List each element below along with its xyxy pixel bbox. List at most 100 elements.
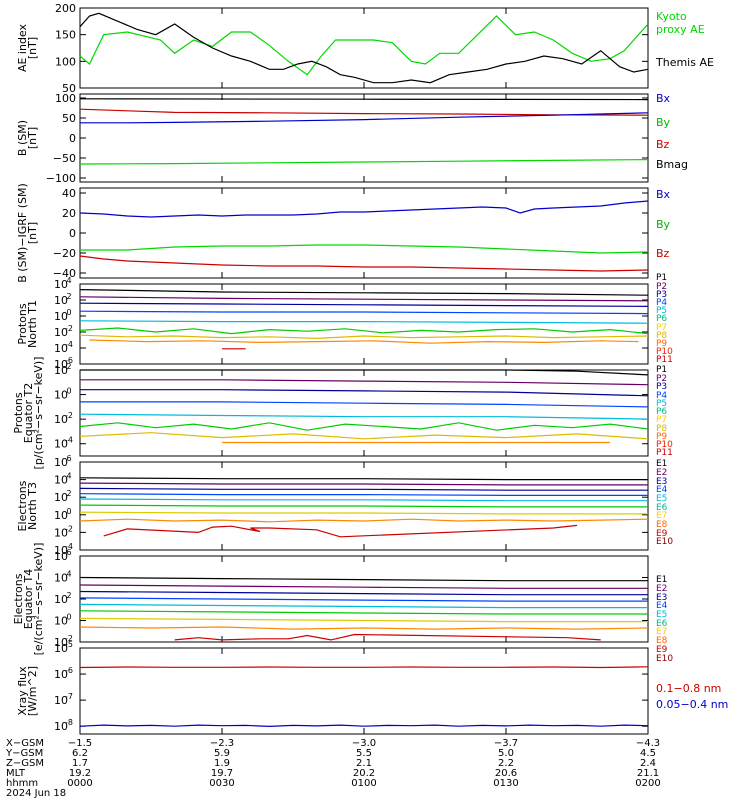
series-line-2 <box>80 244 649 254</box>
panel-3: 40 20 0 −20 −40 B (SM)−IGRF (SM)[nT] Bx By Bz <box>16 183 671 283</box>
legend-label: P2 <box>656 282 667 292</box>
ephemeris-label: MLT <box>6 768 26 779</box>
legend-label: E2 <box>656 468 667 478</box>
panel-frame <box>79 7 649 89</box>
y-tick-label: 10 <box>54 668 68 681</box>
series-line-2 <box>80 379 649 386</box>
panel-frame <box>79 283 649 365</box>
series-line-9 <box>103 524 578 538</box>
y-tick-exponent: 0 <box>66 387 71 396</box>
y-tick-exponent: -2 <box>65 524 73 533</box>
legend-label: P10 <box>656 347 673 357</box>
series-line-8 <box>89 339 639 344</box>
y-tick-exponent: 0 <box>66 507 71 516</box>
legend-label: P2 <box>656 374 667 384</box>
y-tick-label: 10 <box>54 593 68 606</box>
ephemeris-label: X−GSM <box>6 738 44 749</box>
y-tick-label: 20 <box>62 207 76 220</box>
series-line-5 <box>79 413 649 420</box>
series-line-1 <box>79 477 648 481</box>
y-tick-exponent: 2 <box>66 591 71 600</box>
ephemeris-value: 5.9 <box>214 748 230 759</box>
legend-label: P6 <box>656 407 667 417</box>
legend-label: P3 <box>656 290 667 300</box>
y-tick-exponent: 0 <box>66 308 71 317</box>
legend-label: E3 <box>656 477 667 487</box>
y-tick-label: −40 <box>53 267 76 280</box>
legend-label: P1 <box>656 273 667 283</box>
legend-label: Themis AE <box>655 56 714 69</box>
ephemeris-value: 0130 <box>493 778 518 789</box>
series-line-5 <box>79 603 648 609</box>
y-axis-label: Xray flux <box>16 666 29 716</box>
legend-label: Kyoto <box>656 10 687 23</box>
legend-label: E4 <box>656 485 668 495</box>
series-line-3 <box>79 302 649 307</box>
legend-label: E3 <box>656 593 667 603</box>
ephemeris-value: 20.2 <box>353 768 375 779</box>
series-line-4 <box>80 401 649 408</box>
y-tick-label: 10 <box>54 526 68 539</box>
legend-label: P3 <box>656 382 667 392</box>
series-line-1 <box>79 576 648 582</box>
legend-label: P1 <box>656 365 667 375</box>
y-tick-label: 10 <box>54 342 68 355</box>
legend-label: E1 <box>656 575 667 585</box>
series-line-1 <box>79 289 649 296</box>
legend-label: P5 <box>656 306 667 316</box>
legend-label: E6 <box>656 619 668 629</box>
ephemeris-value: 2.4 <box>640 758 656 769</box>
y-tick-label: 10 <box>54 326 68 339</box>
series-line-8 <box>79 626 649 630</box>
series-line-6 <box>79 504 648 508</box>
y-tick-exponent: -7 <box>65 692 73 701</box>
legend-label: By <box>656 116 671 129</box>
ephemeris-value: 2.1 <box>356 758 372 769</box>
ephemeris-label: Z−GSM <box>6 758 44 769</box>
legend-label: E7 <box>656 627 667 637</box>
y-tick-exponent: -6 <box>65 356 73 365</box>
legend-label: P10 <box>656 440 673 450</box>
series-line-2 <box>79 12 649 84</box>
ephemeris-value: 19.7 <box>211 768 233 779</box>
plot-date: 2024 Jun 18 <box>6 788 66 799</box>
y-tick-exponent: 6 <box>66 454 71 463</box>
ephemeris-value: 5.0 <box>498 748 514 759</box>
legend-label: E9 <box>656 645 668 655</box>
y-tick-exponent: 2 <box>66 489 71 498</box>
legend-label: P4 <box>656 391 667 401</box>
y-tick-exponent: -4 <box>65 436 73 445</box>
y-axis-label: Protons <box>16 303 29 344</box>
y-axis-label: Electrons <box>16 480 29 531</box>
series-line-2 <box>79 108 649 116</box>
ephemeris-value: 1.9 <box>214 758 230 769</box>
y-tick-exponent: 4 <box>66 570 71 579</box>
y-tick-exponent: -6 <box>65 666 73 675</box>
series-line-7 <box>79 334 649 340</box>
y-tick-exponent: -2 <box>65 634 73 643</box>
legend-label: P4 <box>656 298 667 308</box>
y-tick-label: 10 <box>54 294 68 307</box>
y-tick-label: 50 <box>62 112 76 125</box>
y-tick-label: 0 <box>69 227 76 240</box>
y-axis-label: [nT] <box>26 37 39 59</box>
y-tick-exponent: 2 <box>66 362 71 371</box>
y-tick-exponent: -8 <box>65 718 73 727</box>
series-line-1 <box>79 200 649 218</box>
legend-label: P8 <box>656 424 667 434</box>
y-tick-label: 40 <box>62 187 76 200</box>
y-tick-label: 50 <box>62 82 76 95</box>
legend-label: 0.1−0.8 nm <box>656 682 721 695</box>
y-tick-label: −100 <box>46 172 76 185</box>
y-axis-label: B (SM)−IGRF (SM) <box>16 183 29 283</box>
y-tick-exponent: -2 <box>65 324 73 333</box>
series-line-8 <box>79 518 649 523</box>
series-line-7 <box>79 617 648 623</box>
y-tick-label: 10 <box>54 278 68 291</box>
y-tick-label: 10 <box>54 456 68 469</box>
